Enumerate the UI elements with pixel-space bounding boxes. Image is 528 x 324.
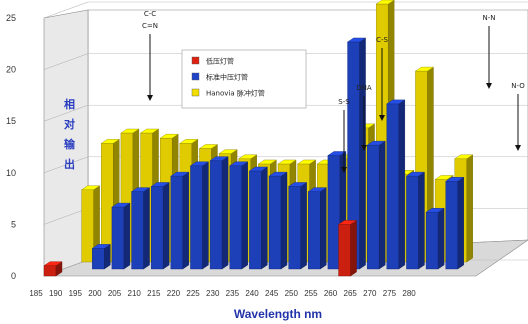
x-tick-label: 225 bbox=[186, 289, 200, 298]
y-axis-label: 相对输出 bbox=[64, 97, 76, 171]
x-tick-label: 230 bbox=[206, 289, 220, 298]
y-tick-label: 5 bbox=[11, 219, 16, 229]
bar bbox=[405, 171, 426, 270]
svg-text:S-S: S-S bbox=[338, 98, 350, 106]
bar bbox=[189, 161, 210, 270]
bar bbox=[386, 99, 406, 270]
bar bbox=[91, 243, 111, 270]
x-tick-label: 255 bbox=[304, 289, 318, 298]
grid-line-left bbox=[43, 1, 89, 19]
bar bbox=[346, 37, 367, 270]
x-tick-label: 190 bbox=[49, 289, 63, 298]
x-tick-label: 270 bbox=[363, 289, 377, 298]
bar bbox=[209, 156, 229, 270]
bar bbox=[150, 182, 170, 270]
y-tick-label: 10 bbox=[6, 168, 16, 178]
bar bbox=[445, 176, 465, 270]
svg-text:DNA: DNA bbox=[356, 84, 372, 92]
x-tick-label: 205 bbox=[108, 289, 122, 298]
x-axis-ticks: 185 190 195 200 205 210 215 220 225 230 235 240 245 2… bbox=[29, 289, 416, 298]
series-1 bbox=[91, 37, 465, 270]
x-tick-label: 220 bbox=[167, 289, 181, 298]
legend-item: 标准中压灯管 bbox=[191, 73, 248, 82]
bar bbox=[229, 161, 249, 270]
annotation: S-S bbox=[338, 98, 350, 173]
svg-text:C=N: C=N bbox=[142, 22, 158, 30]
x-tick-label: 200 bbox=[88, 289, 102, 298]
bar bbox=[425, 207, 445, 270]
annotation: C-S bbox=[376, 36, 388, 121]
x-tick-label: 235 bbox=[226, 289, 240, 298]
grid-line-left bbox=[43, 104, 89, 122]
grid-line-left bbox=[43, 156, 89, 174]
annotation: DNA bbox=[356, 84, 372, 151]
svg-text:N-N: N-N bbox=[483, 14, 496, 22]
svg-text:低压灯管: 低压灯管 bbox=[206, 57, 234, 66]
bar bbox=[43, 261, 63, 277]
x-tick-label: 250 bbox=[285, 289, 299, 298]
y-tick-label: 15 bbox=[6, 116, 16, 126]
legend-item: 低压灯管 bbox=[191, 57, 234, 66]
bar bbox=[248, 166, 269, 270]
bar bbox=[80, 185, 101, 263]
bar bbox=[307, 187, 327, 270]
bar bbox=[268, 171, 288, 270]
x-tick-label: 275 bbox=[383, 289, 397, 298]
x-tick-label: 260 bbox=[324, 289, 338, 298]
chart-annotations: C-C C=N S-S DNA C-S N-N N-O bbox=[142, 10, 525, 173]
bar bbox=[130, 187, 151, 270]
x-axis-label: Wavelength nm bbox=[234, 307, 322, 321]
x-tick-label: 245 bbox=[265, 289, 279, 298]
annotation: N-O bbox=[511, 82, 525, 151]
y-tick-label: 25 bbox=[6, 13, 16, 23]
chart-bars bbox=[43, 0, 474, 277]
series-0 bbox=[43, 220, 358, 277]
x-tick-label: 195 bbox=[69, 289, 83, 298]
svg-text:C-C: C-C bbox=[144, 10, 156, 18]
legend-item: Hanovia 脉冲灯管 bbox=[191, 89, 265, 98]
x-tick-label: 280 bbox=[402, 289, 416, 298]
svg-text:C-S: C-S bbox=[376, 36, 388, 44]
x-tick-label: 240 bbox=[245, 289, 259, 298]
x-tick-label: 185 bbox=[29, 289, 43, 298]
y-tick-label: 20 bbox=[6, 65, 16, 75]
bar bbox=[170, 171, 190, 270]
svg-text:标准中压灯管: 标准中压灯管 bbox=[206, 73, 248, 82]
annotation: C-C C=N bbox=[142, 10, 158, 101]
bar bbox=[366, 140, 386, 270]
y-tick-label: 0 bbox=[11, 271, 16, 281]
legend-box bbox=[181, 49, 307, 109]
x-tick-label: 210 bbox=[128, 289, 142, 298]
x-tick-label: 215 bbox=[147, 289, 161, 298]
svg-text:Hanovia 脉冲灯管: Hanovia 脉冲灯管 bbox=[206, 89, 265, 98]
y-axis-ticks: 0 5 10 15 20 25 bbox=[6, 13, 16, 281]
bar bbox=[337, 220, 358, 277]
bar bbox=[111, 202, 131, 270]
svg-text:N-O: N-O bbox=[511, 82, 525, 90]
grid-line-left bbox=[43, 208, 89, 225]
annotation: N-N bbox=[483, 14, 496, 89]
bar bbox=[287, 182, 308, 270]
grid-line-left bbox=[43, 53, 89, 70]
x-tick-label: 265 bbox=[344, 289, 358, 298]
